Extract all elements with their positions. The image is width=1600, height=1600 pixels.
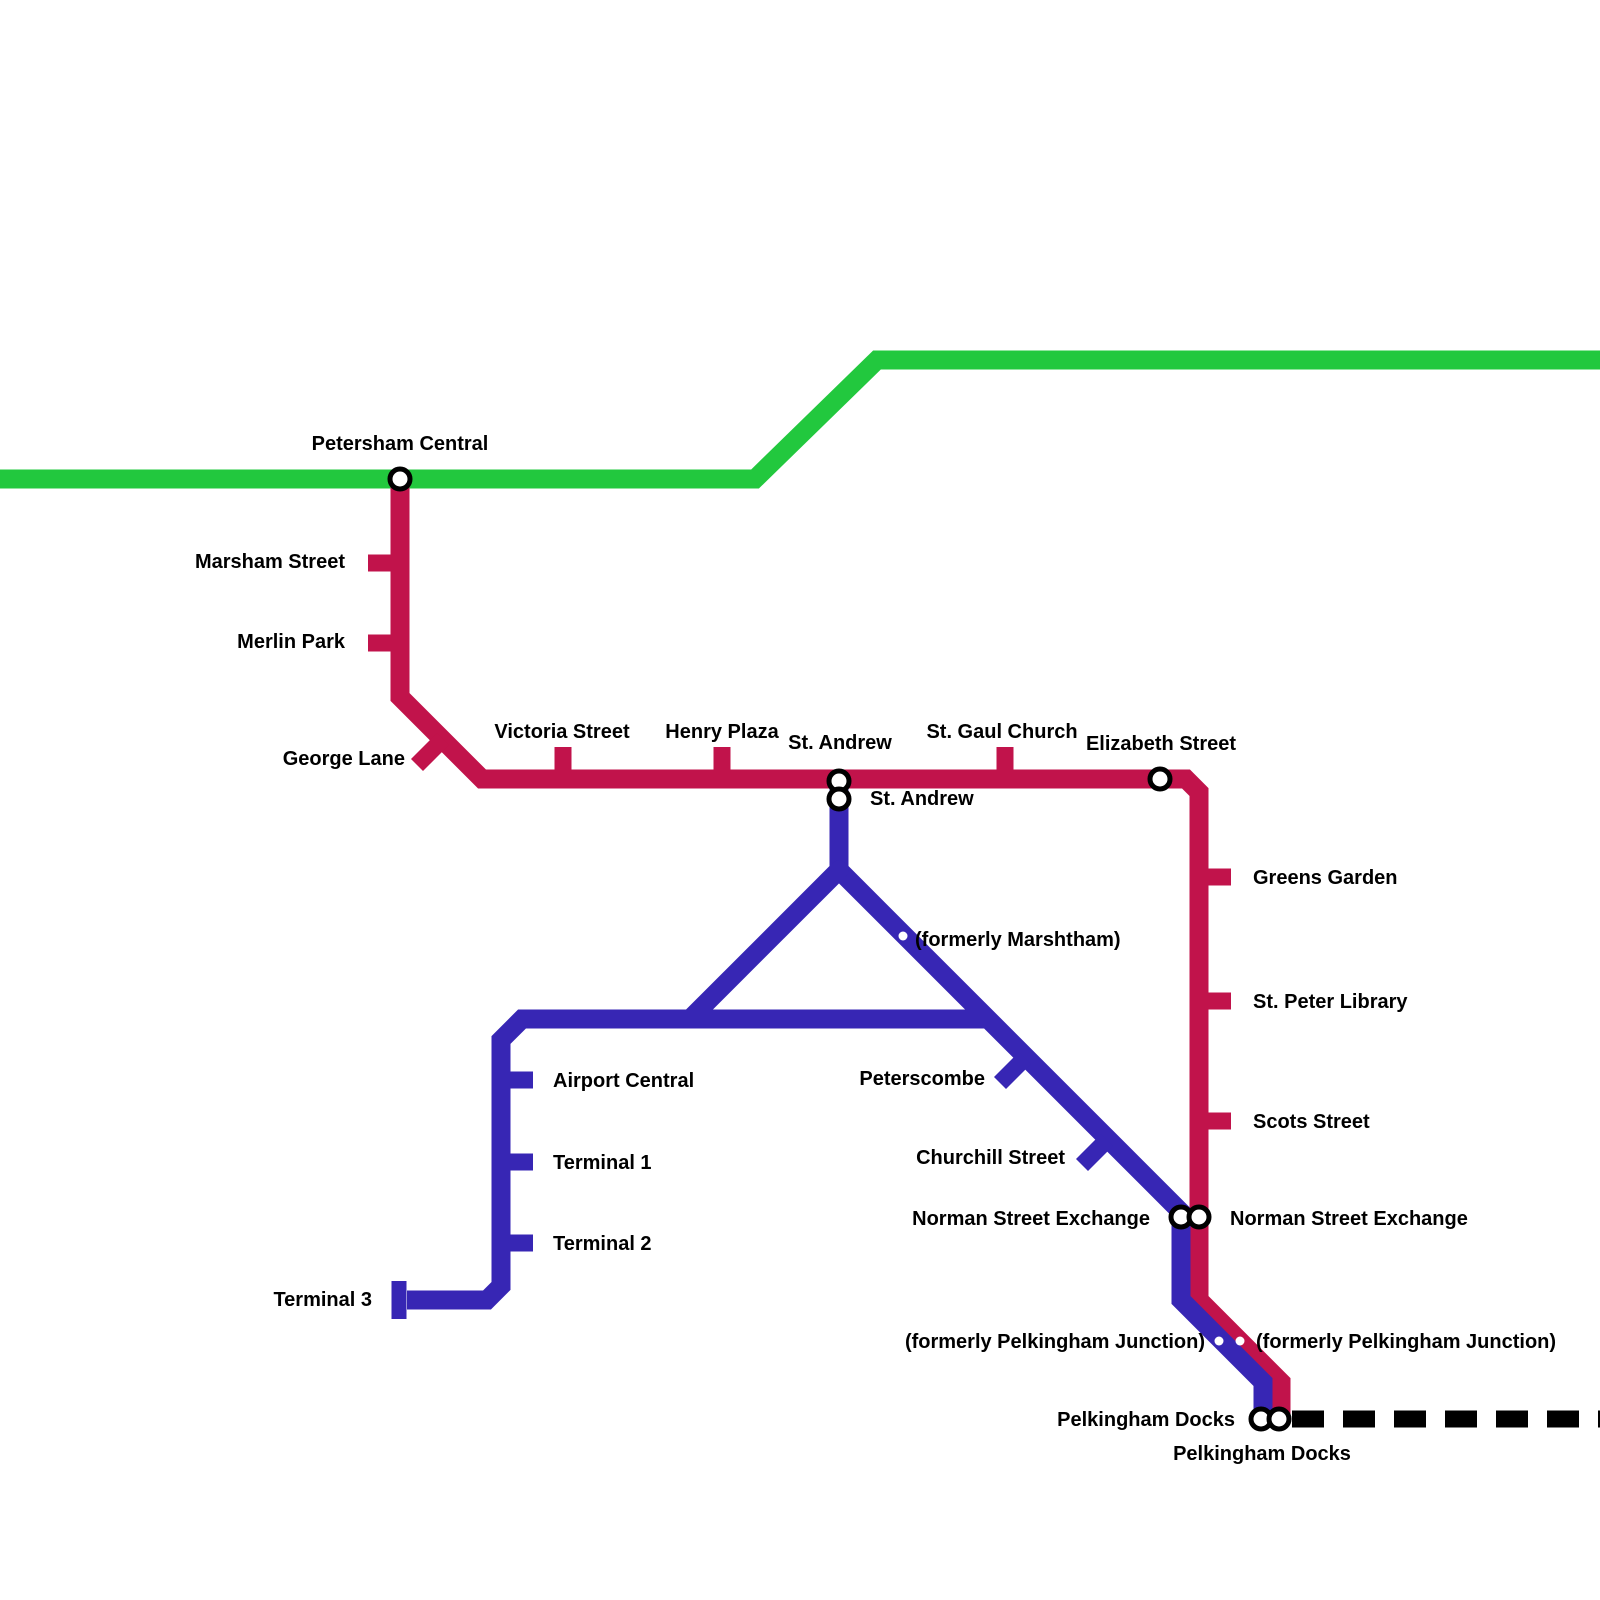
station-dot-formerly-marshtham [898,931,908,941]
station-tick-peterscombe [993,1051,1032,1090]
station-label-formerly-marshtham-10: (formerly Marshtham) [915,929,1121,951]
station-label-pelkingham-docks-25: Pelkingham Docks [1173,1443,1351,1465]
interchange-marker-elizabeth-street [1147,766,1173,792]
station-tick-george-lane [410,732,450,772]
station-dot-formerly-pelkingham-junction [1235,1336,1245,1346]
station-dot-formerly-pelkingham-junction [1214,1336,1224,1346]
green-line [0,350,1600,489]
station-label-st-andrew-9: St. Andrew [870,788,974,810]
station-label-merlin-park-2: Merlin Park [237,631,346,653]
station-label-george-lane-3: George Lane [283,748,405,770]
red-line [390,479,1291,1419]
station-label-victoria-street-4: Victoria Street [494,721,630,743]
station-label-st-peter-library-12: St. Peter Library [1253,991,1408,1013]
station-label-terminal-1-15: Terminal 1 [553,1152,652,1174]
station-label-formerly-pelkingham-junction-22: (formerly Pelkingham Junction) [905,1331,1205,1353]
station-label-marsham-street-1: Marsham Street [195,551,345,573]
station-label-terminal-3-17: Terminal 3 [273,1289,372,1311]
station-label-scots-street-13: Scots Street [1253,1111,1370,1133]
station-label-st-andrew-6: St. Andrew [788,732,892,754]
blue-line-triangle-west-side [682,860,849,1027]
station-label-norman-street-exchange-20: Norman Street Exchange [912,1208,1150,1230]
station-label-pelkingham-docks-24: Pelkingham Docks [1057,1409,1235,1431]
station-label-norman-street-exchange-21: Norman Street Exchange [1230,1208,1468,1230]
station-label-st-gaul-church-7: St. Gaul Church [926,721,1077,743]
interchange-marker-norman-street-exchange [1186,1204,1212,1230]
station-label-formerly-pelkingham-junction-23: (formerly Pelkingham Junction) [1256,1331,1556,1353]
station-label-terminal-2-16: Terminal 2 [553,1233,652,1255]
station-label-greens-garden-11: Greens Garden [1253,867,1398,889]
station-label-petersham-central-0: Petersham Central [312,433,489,455]
interchange-marker-pelkingham-docks [1266,1406,1292,1432]
interchange-marker-st-andrew [826,786,852,812]
station-tick-churchill-street [1075,1133,1114,1172]
interchange-marker-petersham-central [387,466,413,492]
blue-line-east-branch [829,860,1273,1429]
station-label-airport-central-14: Airport Central [553,1070,694,1092]
station-label-churchill-street-19: Churchill Street [916,1147,1065,1169]
station-label-henry-plaza-5: Henry Plaza [665,721,779,743]
station-label-peterscombe-18: Peterscombe [859,1068,985,1090]
station-label-elizabeth-street-8: Elizabeth Street [1086,733,1236,755]
